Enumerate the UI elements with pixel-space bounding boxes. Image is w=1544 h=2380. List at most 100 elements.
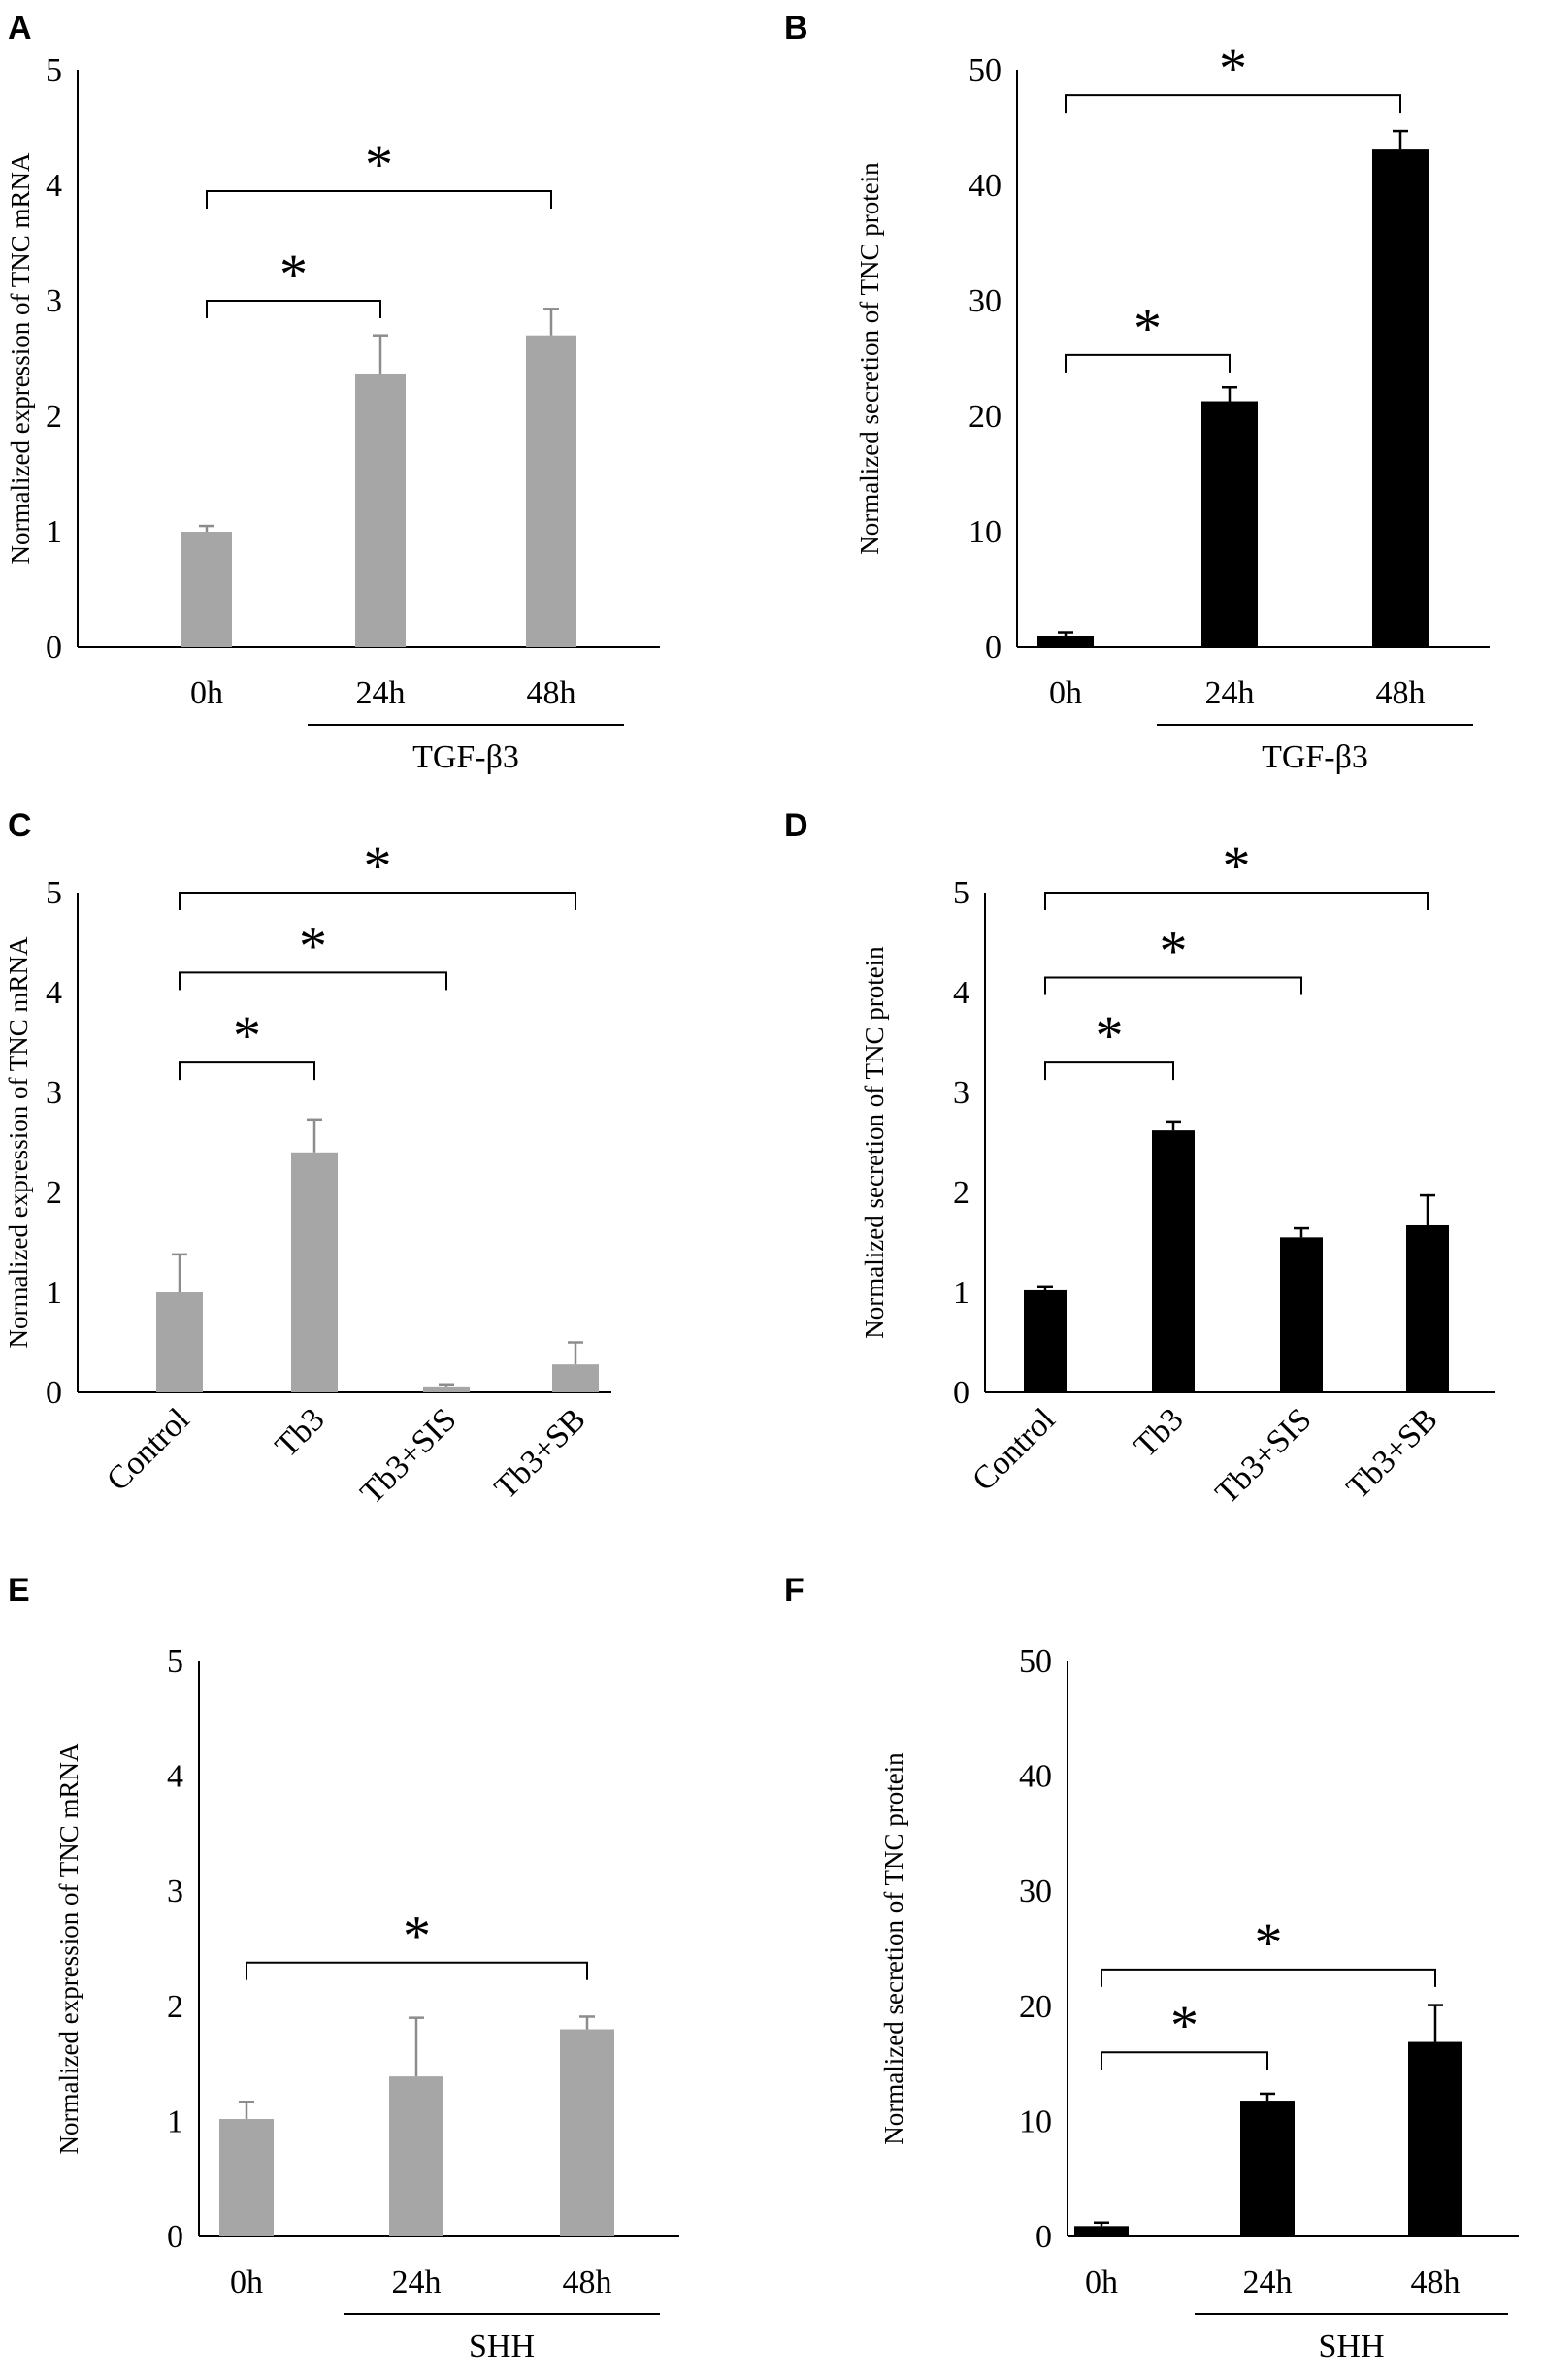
panel-f-ytick-50: 50: [1019, 1644, 1052, 1679]
panel-c-xtick-2: Tb3+SIS: [353, 1401, 463, 1511]
panel-e-ylabel: Normalized expression of TNC mRNA: [54, 1743, 83, 2154]
panel-d-sig-bracket-0: [1044, 1061, 1174, 1081]
panel-e-ytick-1: 1: [167, 2103, 183, 2139]
panel-c-xtick-1: Tb3: [269, 1401, 332, 1464]
panel-e-ytick-0: 0: [167, 2219, 183, 2255]
panel-b-group-label-0: TGF-β3: [1262, 739, 1368, 775]
panel-b-ytick-10: 10: [969, 514, 1002, 550]
panel-e-letter: E: [8, 1572, 30, 1609]
panel-b: B 0 10 20 30 40 50 Normalized secretion of TNC …: [784, 10, 1490, 775]
panel-a-ytick-0: 0: [46, 630, 62, 666]
panel-f-sig-star-1: *: [1255, 1911, 1283, 1974]
panel-c-ytick-2: 2: [46, 1175, 62, 1211]
panel-b-letter: B: [784, 10, 808, 47]
panel-f-bar-0: [1074, 2226, 1129, 2236]
panel-d-ytick-0: 0: [953, 1375, 969, 1411]
panel-a-sig-bracket-1: [206, 189, 552, 209]
panel-a-ytick-4: 4: [46, 168, 62, 204]
panel-c-sig-star-2: *: [364, 834, 392, 897]
panel-e-xtick-0: 0h: [230, 2265, 263, 2300]
panel-a-ytick-3: 3: [46, 283, 62, 319]
panel-c-letter: C: [8, 807, 32, 844]
panel-c-sig-bracket-2: [179, 892, 576, 910]
panel-d: D 0 1 2 3 4 5 Normalized secretion of TNC prote…: [784, 807, 1495, 1512]
panel-f-sig-bracket-0: [1101, 2051, 1268, 2070]
panel-d-sig-star-0: *: [1096, 1004, 1124, 1067]
panel-e-xtick-1: 24h: [392, 2265, 442, 2300]
panel-a-ytick-1: 1: [46, 514, 62, 550]
panel-b-ytick-0: 0: [985, 630, 1002, 666]
panel-f-sig-bracket-1: [1101, 1968, 1436, 1987]
panel-b-sig-star-0: *: [1133, 297, 1162, 360]
panel-b-bar-1: [1201, 401, 1258, 647]
panel-c-ytick-5: 5: [46, 875, 62, 911]
panel-d-xtick-0: Control: [966, 1401, 1063, 1498]
panel-a-sig-bracket-0: [206, 300, 381, 318]
panel-b-xtick-1: 24h: [1205, 675, 1255, 711]
panel-f-ytick-20: 20: [1019, 1989, 1052, 2025]
panel-c-bar-1: [291, 1152, 338, 1392]
panel-a-letter: A: [8, 10, 32, 47]
panel-a-xtick-0: 0h: [190, 675, 223, 711]
panel-d-sig-bracket-1: [1044, 976, 1302, 995]
panel-b-bar-0: [1037, 636, 1094, 647]
panel-d-sig-star-2: *: [1223, 834, 1251, 897]
panel-e-bar-1: [389, 2076, 443, 2236]
panel-d-xtick-2: Tb3+SIS: [1208, 1401, 1318, 1511]
panel-c-ytick-0: 0: [46, 1375, 62, 1411]
panel-d-letter: D: [784, 807, 808, 844]
panel-a-bar-0: [181, 532, 232, 647]
panel-b-xtick-0: 0h: [1049, 675, 1082, 711]
panel-b-sig-star-1: *: [1219, 37, 1247, 100]
panel-f-bar-1: [1240, 2101, 1295, 2236]
panel-c-sig-bracket-1: [179, 971, 447, 991]
panel-f-sig-star-0: *: [1170, 1994, 1199, 2057]
panel-d-sig-star-1: *: [1160, 920, 1188, 983]
panel-c-ytick-3: 3: [46, 1075, 62, 1111]
panel-a-xtick-1: 24h: [356, 675, 406, 711]
panel-f-bar-2: [1408, 2041, 1462, 2236]
panel-e-bar-2: [560, 2029, 614, 2236]
panel-b-bar-2: [1372, 149, 1429, 648]
panel-e-xtick-2: 48h: [563, 2265, 612, 2300]
panel-b-ytick-40: 40: [969, 168, 1002, 204]
panel-a-group-label-0: TGF-β3: [412, 739, 519, 775]
panel-e-ytick-5: 5: [167, 1644, 183, 1679]
panel-d-ytick-2: 2: [953, 1175, 969, 1211]
panel-a-xtick-2: 48h: [527, 675, 576, 711]
panel-f-ylabel: Normalized secretion of TNC protein: [879, 1752, 908, 2145]
panel-c-bar-3: [552, 1364, 599, 1392]
panel-e-ytick-3: 3: [167, 1874, 183, 1909]
panel-e-group-label-0: SHH: [469, 2329, 535, 2364]
panel-f-group-label-0: SHH: [1318, 2329, 1384, 2364]
panel-c-bar-0: [156, 1292, 203, 1392]
panel-d-bar-1: [1152, 1130, 1195, 1392]
panel-c-xtick-3: Tb3+SB: [488, 1401, 593, 1506]
panel-b-ytick-30: 30: [969, 283, 1002, 319]
panel-d-ytick-3: 3: [953, 1075, 969, 1111]
panel-f-letter: F: [784, 1572, 805, 1609]
panel-e-sig-star-0: *: [403, 1905, 431, 1968]
panel-f-ytick-30: 30: [1019, 1874, 1052, 1909]
panel-c: C 0 1 2 3 4 5 Normalized expression of TNC mRNA…: [4, 807, 611, 1512]
panel-a-ytick-2: 2: [46, 399, 62, 435]
panel-c-xtick-0: Control: [100, 1401, 197, 1498]
panel-d-xtick-1: Tb3: [1128, 1401, 1191, 1464]
panel-a-ytick-5: 5: [46, 52, 62, 88]
panel-b-ylabel: Normalized secretion of TNC protein: [855, 162, 884, 555]
panel-b-ytick-20: 20: [969, 399, 1002, 435]
panel-c-ylabel: Normalized expression of TNC mRNA: [4, 936, 33, 1348]
panel-f: F 0 10 20 30 40 50 Normalized secretion of TNC …: [784, 1572, 1519, 2364]
panel-d-bar-0: [1024, 1289, 1067, 1392]
panel-f-xtick-1: 24h: [1243, 2265, 1293, 2300]
panel-d-bar-3: [1406, 1224, 1449, 1392]
panel-a-sig-star-1: *: [365, 133, 393, 196]
panel-f-ytick-10: 10: [1019, 2103, 1052, 2139]
panel-a-sig-star-0: *: [279, 243, 308, 306]
panel-c-ytick-4: 4: [46, 975, 62, 1011]
panel-e: E 0 1 2 3 4 5 Normalized expression of TNC mRNA…: [8, 1572, 679, 2364]
panel-b-ytick-50: 50: [969, 52, 1002, 88]
panel-a: A 0 1 2 3 4 5 Normalized expression of TNC mRNA…: [6, 10, 660, 775]
panel-a-bar-2: [526, 335, 576, 647]
